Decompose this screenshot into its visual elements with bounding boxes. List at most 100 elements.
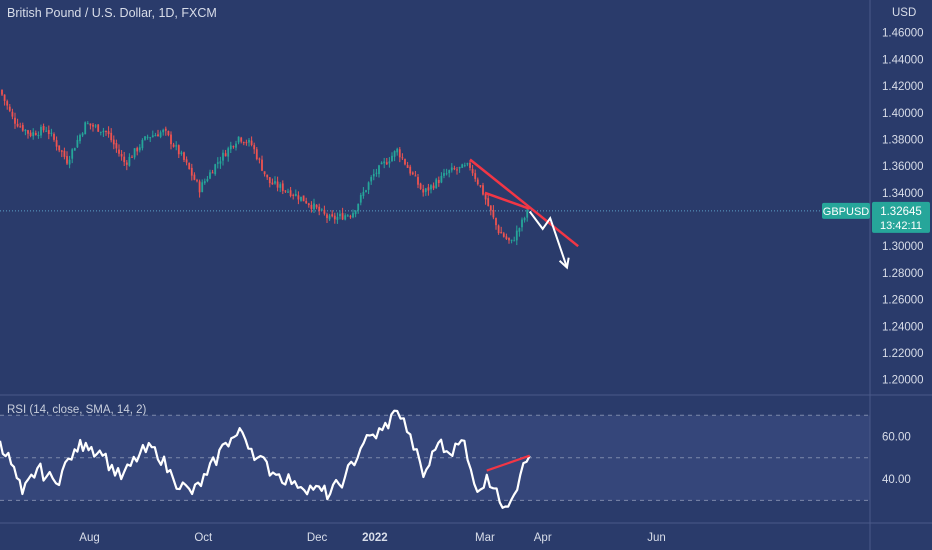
candle-body <box>417 177 419 185</box>
symbol-badge <box>822 202 870 219</box>
candle-body <box>224 153 227 157</box>
candle-body <box>510 239 513 241</box>
candle-body <box>287 191 289 193</box>
candle-body <box>508 237 510 241</box>
candle-body <box>71 149 74 159</box>
candle-body <box>396 148 399 153</box>
candle-body <box>19 126 22 128</box>
candle-body <box>526 209 529 218</box>
candle-body <box>99 131 102 133</box>
candle-body <box>232 146 235 148</box>
candle-body <box>292 194 295 196</box>
projection-arrowhead <box>558 257 570 270</box>
candle-body <box>497 225 500 234</box>
candle-body <box>157 134 159 137</box>
candle-body <box>136 147 139 152</box>
candle-body <box>310 204 313 209</box>
candle-body <box>271 182 274 185</box>
candle-body <box>209 172 211 179</box>
candle-body <box>255 149 258 160</box>
rsi-indicator-label[interactable]: RSI (14, close, SMA, 14, 2) <box>7 404 147 416</box>
candle-body <box>523 217 526 221</box>
candle-body <box>193 174 196 180</box>
candle-body <box>37 135 40 137</box>
price-tick-label: 1.22000 <box>882 348 924 360</box>
candle-body <box>245 142 248 144</box>
price-axis[interactable]: 1.46000 1.44000 1.42000 1.40000 1.38000 1.360… <box>882 7 924 387</box>
candle-body <box>443 173 445 176</box>
candle-body <box>29 132 32 136</box>
candle-body <box>333 215 336 220</box>
candle-body <box>469 162 471 168</box>
candle-body <box>105 131 107 133</box>
candle-body <box>180 152 183 154</box>
candle-body <box>50 132 53 134</box>
price-axis-currency: USD <box>892 7 916 19</box>
candle-body <box>401 157 404 159</box>
candle-body <box>463 165 466 167</box>
candle-body <box>115 143 118 149</box>
rsi-trendline <box>486 454 531 472</box>
candle-body <box>281 183 284 191</box>
price-tick-label: 1.34000 <box>882 188 924 200</box>
candle-body <box>172 144 175 147</box>
rsi-line <box>0 409 531 509</box>
candle-body <box>190 167 193 176</box>
candle-body <box>149 137 152 139</box>
candle-body <box>404 159 406 165</box>
candle-body <box>146 136 149 138</box>
time-axis[interactable]: Aug Oct Dec 2022 Mar Apr Jun <box>79 532 665 544</box>
candle-body <box>458 166 461 169</box>
time-tick-label: Dec <box>307 532 328 544</box>
candle-body <box>242 142 245 144</box>
price-tick-label: 1.24000 <box>882 321 924 333</box>
candle-body <box>406 165 409 168</box>
candle-body <box>349 216 352 218</box>
candle-body <box>276 181 279 188</box>
rsi-pane: 60.00 40.00 <box>0 409 911 509</box>
candle-body <box>97 124 100 132</box>
candle-body <box>375 172 378 174</box>
candle-body <box>227 148 230 157</box>
candle-body <box>266 174 269 178</box>
candle-body <box>198 181 201 193</box>
candle-body <box>81 133 84 136</box>
candle-body <box>3 94 6 101</box>
candle-body <box>513 240 516 242</box>
candle-body <box>372 174 375 177</box>
candle-body <box>427 187 430 191</box>
candle-body <box>229 145 232 150</box>
candle-body <box>341 213 344 220</box>
candle-body <box>518 228 521 232</box>
candle-body <box>240 137 243 142</box>
price-badge: GBPUSD 1.32645 13:42:11 <box>822 201 930 233</box>
candle-body <box>261 159 263 171</box>
candle-body <box>47 130 50 135</box>
candle-body <box>456 169 458 171</box>
candle-body <box>318 206 321 212</box>
candle-body <box>203 181 206 184</box>
candle-body <box>16 123 19 127</box>
candle-body <box>385 162 388 165</box>
price-tick-label: 1.38000 <box>882 134 924 146</box>
candle-body <box>383 161 386 164</box>
drawing-annotations <box>469 158 579 270</box>
candle-body <box>84 122 87 135</box>
candle-body <box>206 179 209 182</box>
time-tick-label: Mar <box>475 532 495 544</box>
candle-body <box>492 209 495 218</box>
candle-body <box>515 230 518 241</box>
candle-body <box>289 190 292 197</box>
candle-body <box>409 166 412 174</box>
candle-body <box>307 203 310 206</box>
candle-body <box>21 125 24 131</box>
price-tick-label: 1.44000 <box>882 54 924 66</box>
candle-body <box>422 189 425 193</box>
candle-body <box>346 215 349 217</box>
candle-body <box>258 158 261 160</box>
price-tick-label: 1.30000 <box>882 241 924 253</box>
candle-body <box>8 106 11 111</box>
candle-body <box>183 152 185 160</box>
candle-body <box>6 101 9 106</box>
